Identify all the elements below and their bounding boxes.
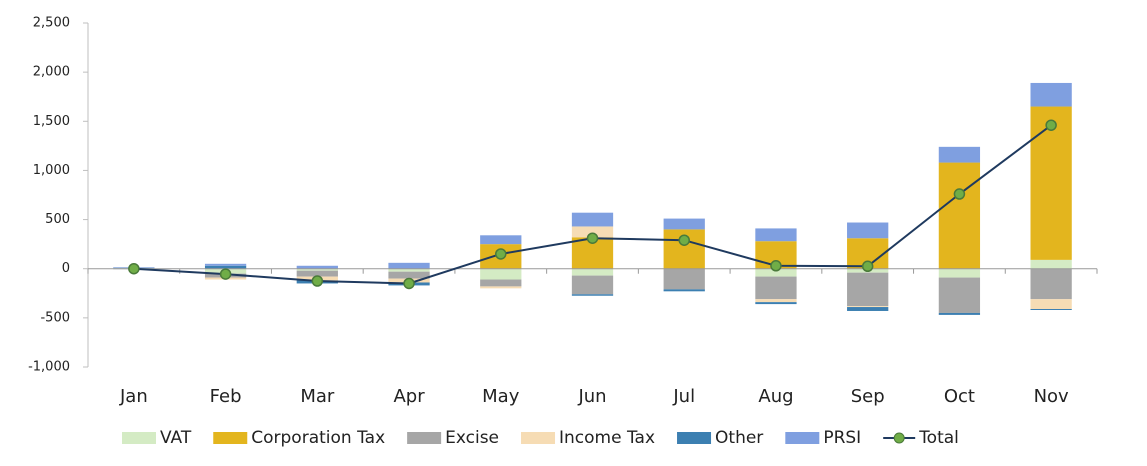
bar-segment — [755, 277, 796, 300]
bar-segment — [572, 269, 613, 276]
bar-segment — [572, 213, 613, 227]
legend-marker — [894, 433, 904, 443]
bar-segment — [664, 289, 705, 291]
bar-segment — [939, 163, 980, 269]
total-point — [496, 249, 506, 259]
y-tick-label: 2,000 — [33, 65, 70, 80]
bar-segment — [388, 272, 429, 279]
bar-segment — [572, 276, 613, 295]
bar-segment — [1030, 309, 1071, 310]
total-point — [129, 264, 139, 274]
total-point — [221, 269, 231, 279]
total-point — [679, 235, 689, 245]
bar-segment — [755, 299, 796, 302]
legend-label: Other — [715, 428, 763, 448]
bar-segment — [480, 280, 521, 287]
total-point — [588, 233, 598, 243]
total-point — [771, 261, 781, 271]
bar-segment — [480, 286, 521, 288]
legend-label: VAT — [160, 428, 192, 448]
bar-segment — [847, 307, 888, 311]
bar-segment — [480, 269, 521, 280]
total-point — [863, 261, 873, 271]
bar-segment — [1030, 83, 1071, 107]
bar-segment — [755, 302, 796, 304]
y-tick-label: 1,000 — [33, 163, 70, 178]
y-tick-label: 2,500 — [33, 16, 70, 31]
y-tick-label: 0 — [62, 261, 70, 276]
bar-segment — [572, 294, 613, 295]
legend-label: Income Tax — [559, 428, 655, 448]
legend-swatch — [521, 432, 555, 444]
bar-segment — [755, 228, 796, 241]
y-tick-label: 500 — [45, 212, 70, 227]
bar-segment — [847, 273, 888, 306]
bar-segment — [939, 147, 980, 163]
x-tick-label: Apr — [393, 386, 425, 407]
bar-segment — [480, 235, 521, 244]
x-tick-label: Nov — [1034, 386, 1069, 407]
x-tick-label: Sep — [851, 386, 885, 407]
total-point — [312, 276, 322, 286]
y-tick-label: -1,000 — [28, 360, 70, 375]
x-tick-label: May — [482, 386, 520, 407]
bar-segment — [388, 263, 429, 269]
bar-segment — [1030, 299, 1071, 309]
legend-swatch — [407, 432, 441, 444]
bar-segment — [939, 278, 980, 313]
x-tick-label: Jun — [577, 386, 606, 407]
x-tick-label: Oct — [944, 386, 975, 407]
bar-segment — [847, 223, 888, 239]
bar-segment — [939, 269, 980, 278]
bar-segment — [664, 219, 705, 230]
legend-label: Corporation Tax — [251, 428, 385, 448]
total-point — [954, 189, 964, 199]
total-point — [404, 278, 414, 288]
bar-segment — [847, 306, 888, 307]
bar-segment — [205, 264, 246, 266]
legend-label: Total — [918, 428, 959, 448]
legend-swatch — [213, 432, 247, 444]
legend-label: PRSI — [823, 428, 861, 448]
bar-segment — [664, 269, 705, 290]
x-tick-label: Mar — [300, 386, 335, 407]
x-tick-label: Jan — [119, 386, 148, 407]
total-point — [1046, 120, 1056, 130]
legend-swatch — [122, 432, 156, 444]
x-tick-label: Aug — [758, 386, 793, 407]
x-tick-label: Feb — [210, 386, 242, 407]
y-tick-label: -500 — [40, 310, 70, 325]
bar-segment — [1030, 260, 1071, 269]
bar-segment — [939, 313, 980, 315]
legend-swatch — [785, 432, 819, 444]
legend-swatch — [677, 432, 711, 444]
x-tick-label: Jul — [672, 386, 695, 407]
bar-segment — [1030, 269, 1071, 299]
y-tick-label: 1,500 — [33, 114, 70, 129]
legend-label: Excise — [445, 428, 499, 448]
